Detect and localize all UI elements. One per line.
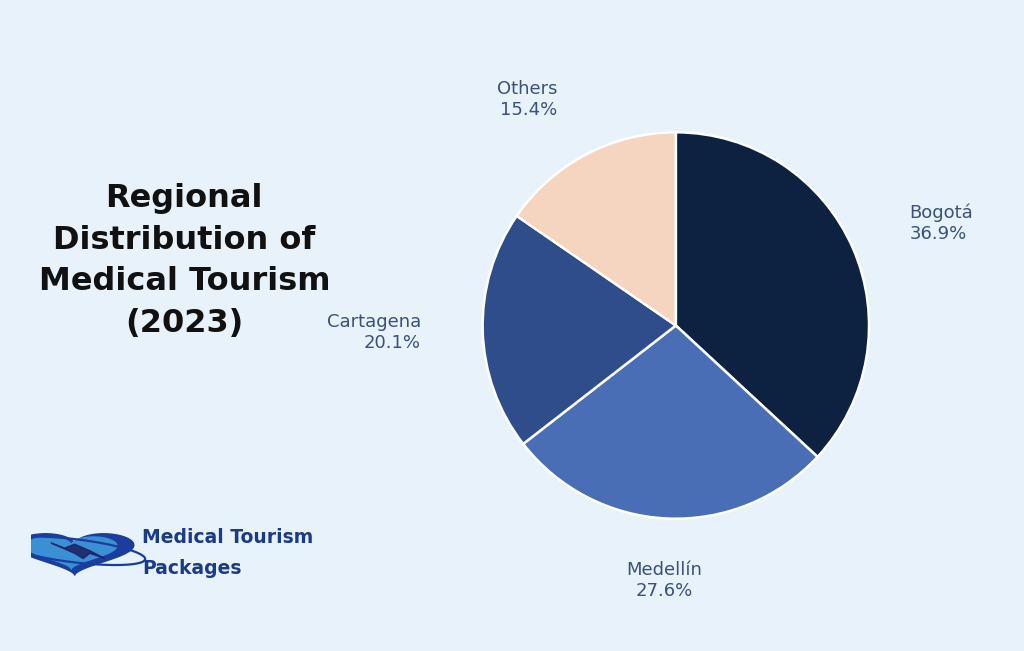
Text: Cartagena
20.1%: Cartagena 20.1% [327,313,421,352]
Text: Medical Tourism: Medical Tourism [142,528,313,547]
Text: Medellín
27.6%: Medellín 27.6% [627,561,702,600]
Text: Others
15.4%: Others 15.4% [497,80,557,119]
Wedge shape [676,132,869,457]
Polygon shape [15,534,134,575]
Polygon shape [51,543,105,559]
Text: Bogotá
36.9%: Bogotá 36.9% [909,204,974,243]
Text: Packages: Packages [142,559,242,579]
Wedge shape [523,326,817,519]
Wedge shape [517,132,676,326]
Text: Regional
Distribution of
Medical Tourism
(2023): Regional Distribution of Medical Tourism… [39,183,330,339]
Wedge shape [482,216,676,444]
Polygon shape [26,537,117,569]
